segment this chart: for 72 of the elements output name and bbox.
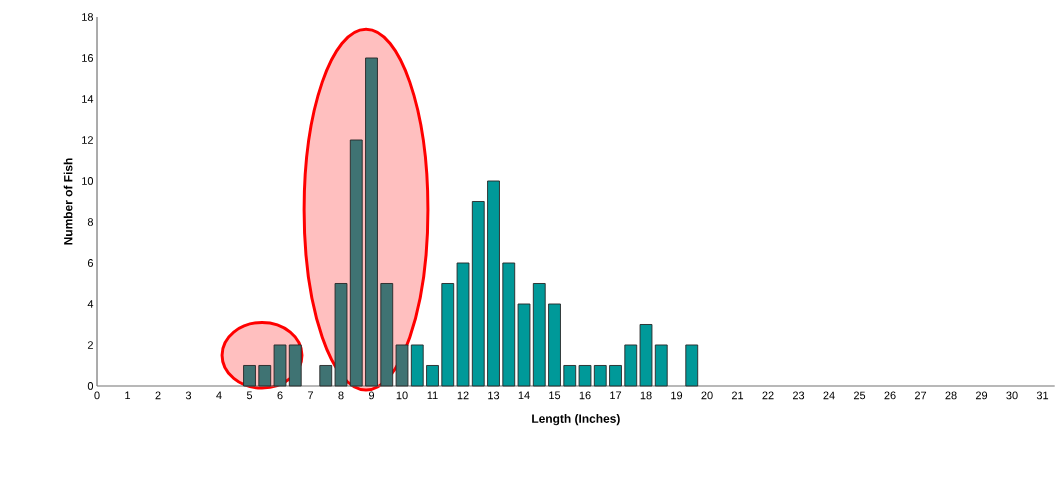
x-tick-label: 21 xyxy=(731,391,744,400)
bar xyxy=(471,201,485,387)
x-tick-label: 17 xyxy=(610,391,622,400)
y-tick-label: 2 xyxy=(87,341,93,349)
x-tick-label: 27 xyxy=(914,391,927,400)
bar xyxy=(502,262,516,387)
x-tick-label: 24 xyxy=(823,391,835,400)
bar xyxy=(654,344,668,387)
x-tick-label: 23 xyxy=(792,391,805,400)
bar xyxy=(624,344,638,387)
y-tick-label: 6 xyxy=(87,259,94,267)
x-axis-title: Length (Inches) xyxy=(532,414,620,426)
x-tick-label: 0 xyxy=(94,391,100,400)
y-tick-label: 4 xyxy=(87,300,94,308)
bar xyxy=(349,139,363,387)
y-tick-label: 0 xyxy=(87,382,94,390)
x-tick-label: 7 xyxy=(308,391,314,400)
x-tick-label: 4 xyxy=(216,391,222,400)
bar xyxy=(441,283,455,387)
x-tick-label: 13 xyxy=(488,391,500,400)
y-tick-label: 12 xyxy=(82,136,93,144)
y-tick-label: 14 xyxy=(82,95,94,103)
x-tick-label: 28 xyxy=(945,391,957,400)
bar xyxy=(319,365,333,387)
bar xyxy=(563,365,577,387)
x-tick-label: 31 xyxy=(1036,391,1049,400)
bar xyxy=(273,344,287,387)
bar xyxy=(517,303,531,387)
bar xyxy=(578,365,592,387)
y-tick-label: 8 xyxy=(87,218,94,226)
bar xyxy=(258,365,272,387)
x-tick-label: 26 xyxy=(884,391,896,400)
x-tick-label: 1 xyxy=(125,391,131,400)
x-tick-label: 20 xyxy=(701,391,713,400)
x-tick-label: 16 xyxy=(579,391,591,400)
x-tick-label: 22 xyxy=(762,391,774,400)
x-tick-label: 15 xyxy=(549,391,561,400)
x-tick-label: 10 xyxy=(396,391,408,400)
x-tick-label: 8 xyxy=(338,391,344,400)
x-tick-label: 12 xyxy=(457,391,469,400)
y-tick-label: 16 xyxy=(82,54,93,62)
bar xyxy=(395,344,409,387)
bar xyxy=(410,344,424,387)
x-tick-label: 14 xyxy=(518,391,530,400)
bar xyxy=(609,365,622,387)
y-axis-title: Number of Fish xyxy=(63,158,73,245)
bar xyxy=(380,283,394,387)
bar xyxy=(685,344,699,387)
bar xyxy=(365,57,378,387)
x-tick-label: 11 xyxy=(427,391,438,400)
bar xyxy=(426,365,439,387)
x-tick-label: 2 xyxy=(155,391,161,400)
x-tick-label: 19 xyxy=(671,391,683,400)
y-tick-label: 10 xyxy=(82,177,94,185)
x-tick-label: 6 xyxy=(277,391,283,400)
bar xyxy=(487,180,500,387)
bar xyxy=(639,324,653,387)
x-tick-label: 29 xyxy=(975,391,988,400)
x-tick-label: 9 xyxy=(368,391,375,400)
x-tick-label: 25 xyxy=(853,391,866,400)
bar xyxy=(456,262,470,387)
bar xyxy=(243,365,256,387)
bar xyxy=(548,303,561,387)
bar xyxy=(532,283,546,387)
bar xyxy=(593,365,607,387)
x-tick-label: 5 xyxy=(246,391,253,400)
bar xyxy=(334,283,348,387)
x-tick-label: 3 xyxy=(185,391,192,400)
y-tick-label: 18 xyxy=(82,13,93,21)
bar xyxy=(288,344,302,387)
x-tick-label: 30 xyxy=(1006,391,1018,400)
x-tick-label: 18 xyxy=(640,391,652,400)
